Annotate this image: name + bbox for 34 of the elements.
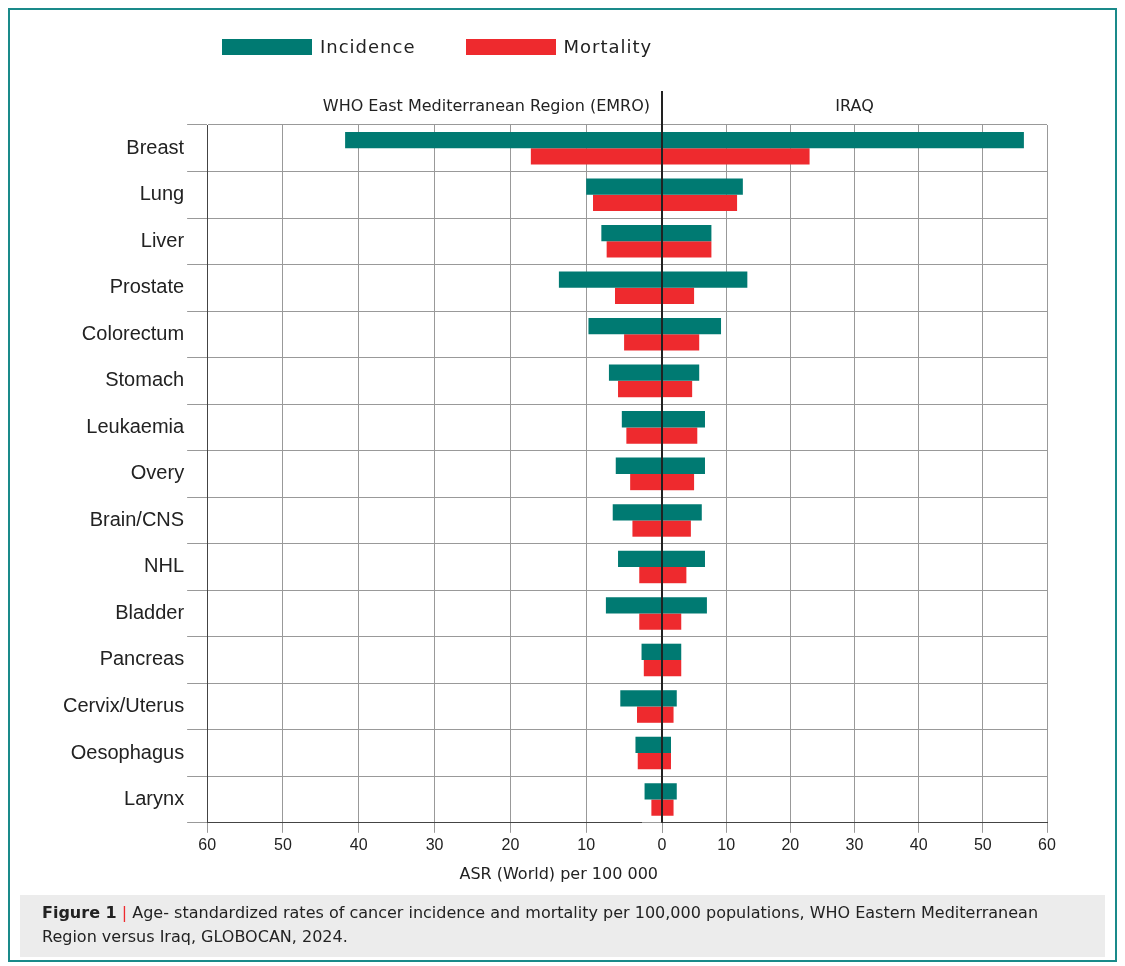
y-tick-label: Prostate	[109, 275, 185, 298]
y-tick-label: Larynx	[124, 787, 185, 810]
y-tick-label: Liver	[140, 228, 185, 251]
y-tick-label: Cervix/Uterus	[62, 694, 185, 717]
x-tick-label: 30	[845, 835, 864, 853]
x-axis-title: ASR (World) per 100 000	[459, 863, 658, 883]
y-tick-label: Lung	[139, 182, 185, 205]
x-tick-label: 20	[781, 835, 800, 853]
x-tick-label: 50	[274, 835, 292, 853]
legend-label: Incidence	[320, 36, 416, 57]
y-tick-label: NHL	[144, 554, 185, 577]
y-tick-label: Leukaemia	[86, 414, 186, 437]
y-tick-label: Breast	[126, 135, 185, 158]
caption: Figure 1 | Age- standardized rates of cancer incidence and mortality per 100,000 populations, WHO Eastern Mediterranean Region versus Iraq, GLOBOCAN, 2024.	[42, 903, 1039, 946]
x-tick-label: 60	[198, 835, 217, 853]
x-tick-label: 50	[973, 835, 992, 853]
y-tick-label: Bladder	[115, 600, 185, 623]
y-tick-label: Overy	[130, 461, 185, 484]
y-tick-label: Oesophagus	[70, 740, 185, 763]
x-tick-label: 30	[425, 835, 444, 853]
x-tick-label: 20	[501, 835, 520, 853]
y-tick-label: Stomach	[105, 368, 185, 391]
chart-title: WHO East Mediterranean Region (EMRO)	[322, 96, 650, 116]
x-tick-label: 40	[909, 835, 928, 853]
x-tick-label: 40	[349, 835, 368, 853]
x-tick-label: 10	[577, 835, 596, 853]
x-tick-label: 10	[717, 835, 736, 853]
x-tick-label: 0	[657, 835, 667, 853]
legend-label: Mortality	[563, 36, 653, 57]
y-tick-label: Pancreas	[99, 647, 185, 670]
y-tick-label: Brain/CNS	[89, 507, 185, 530]
y-tick-label: Colorectum	[81, 321, 185, 344]
chart-title: IRAQ	[835, 96, 874, 116]
x-tick-label: 60	[1038, 835, 1056, 853]
